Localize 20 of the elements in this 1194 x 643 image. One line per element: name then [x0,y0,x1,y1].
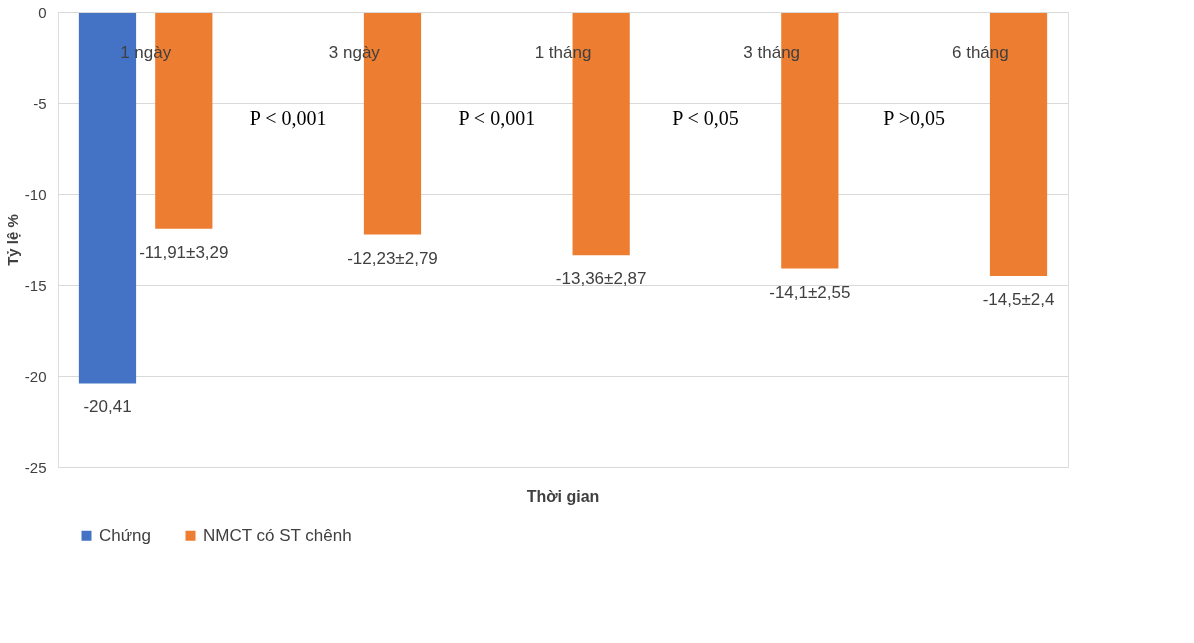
y-tick-label: -15 [24,276,47,294]
annotation: P < 0,05 [672,106,739,129]
data-label: -13,36±2,87 [555,269,647,289]
data-label: -14,1±2,55 [769,282,851,302]
annotation: P < 0,001 [249,106,327,129]
data-label: -14,5±2,4 [982,289,1055,309]
y-tick-label: -5 [33,94,47,112]
legend-label: NMCT có ST chênh [203,525,352,545]
y-tick-label: -20 [24,367,47,385]
annotation: P >0,05 [883,106,946,129]
y-axis-title: Tỷ lệ % [3,214,21,266]
y-tick-label: -10 [24,185,47,203]
data-label: -12,23±2,79 [347,248,438,268]
data-label: -20,41 [83,397,132,417]
annotation: P < 0,001 [458,106,536,129]
data-label: -11,91±3,29 [139,242,229,262]
y-tick-label: -25 [24,458,47,476]
legend-label: Chứng [99,525,152,545]
y-tick-label: 0 [38,3,47,21]
x-axis-title: Thời gian [526,488,600,505]
